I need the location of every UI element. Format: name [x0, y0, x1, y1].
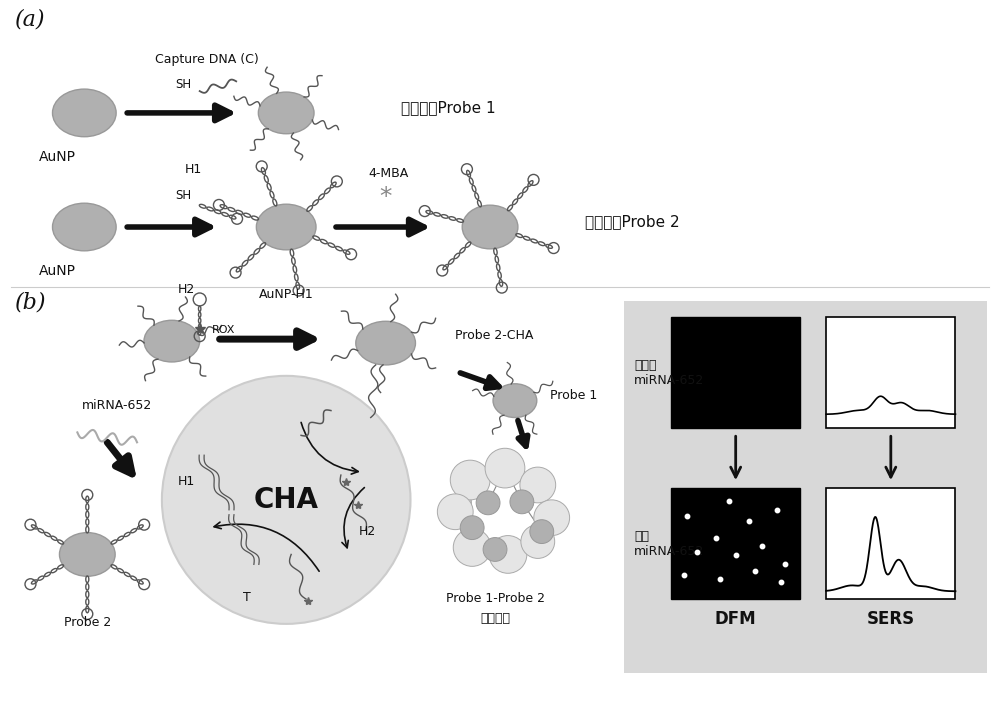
FancyBboxPatch shape — [624, 301, 987, 673]
Ellipse shape — [493, 384, 537, 417]
Text: H2: H2 — [359, 525, 376, 538]
Circle shape — [485, 448, 525, 488]
Ellipse shape — [59, 533, 115, 576]
Text: 不存在
miRNA-652: 不存在 miRNA-652 — [634, 359, 705, 387]
Circle shape — [162, 376, 411, 624]
Text: (b): (b) — [15, 292, 46, 314]
Text: Probe 1-Probe 2: Probe 1-Probe 2 — [446, 592, 545, 605]
Text: Capture DNA (C): Capture DNA (C) — [155, 53, 259, 66]
Text: 网络结构: 网络结构 — [480, 612, 510, 625]
Circle shape — [530, 520, 554, 543]
Text: Probe 2: Probe 2 — [64, 616, 111, 629]
Circle shape — [450, 460, 490, 500]
Ellipse shape — [144, 320, 200, 362]
Text: H1: H1 — [185, 164, 202, 176]
Text: 检测探针Probe 2: 检测探针Probe 2 — [585, 215, 679, 230]
Ellipse shape — [52, 203, 116, 251]
Text: Probe 1: Probe 1 — [550, 389, 597, 402]
Text: H2: H2 — [178, 284, 195, 296]
Circle shape — [521, 525, 555, 558]
Circle shape — [437, 494, 473, 530]
Circle shape — [534, 500, 570, 535]
Text: 4-MBA: 4-MBA — [368, 167, 409, 181]
Text: AuNP: AuNP — [39, 264, 76, 277]
Text: H1: H1 — [178, 475, 195, 488]
Text: 检测探针Probe 1: 检测探针Probe 1 — [401, 100, 495, 115]
Text: Probe 2-CHA: Probe 2-CHA — [455, 328, 534, 342]
Circle shape — [453, 529, 491, 567]
Text: CHA: CHA — [254, 486, 319, 514]
Ellipse shape — [462, 205, 518, 249]
Circle shape — [476, 491, 500, 515]
Circle shape — [510, 490, 534, 514]
Ellipse shape — [256, 204, 316, 250]
Text: DFM: DFM — [715, 610, 756, 628]
Text: ROX: ROX — [212, 325, 235, 335]
Text: *: * — [379, 186, 392, 209]
Text: T: T — [243, 591, 250, 604]
Circle shape — [489, 535, 527, 573]
Bar — [826, 488, 955, 599]
Text: AuNP: AuNP — [39, 149, 76, 164]
Circle shape — [483, 538, 507, 562]
Circle shape — [520, 467, 556, 503]
Text: miRNA-652: miRNA-652 — [82, 399, 153, 412]
Text: SH: SH — [176, 78, 192, 91]
Text: (a): (a) — [15, 9, 45, 31]
Bar — [671, 317, 800, 429]
Text: SERS: SERS — [867, 610, 915, 628]
Bar — [671, 488, 800, 599]
Text: AuNP-H1: AuNP-H1 — [259, 289, 314, 301]
Circle shape — [460, 515, 484, 540]
Ellipse shape — [52, 89, 116, 137]
Bar — [826, 317, 955, 429]
Text: 存在
miRNA-652: 存在 miRNA-652 — [634, 530, 705, 557]
Ellipse shape — [356, 321, 415, 365]
Text: SH: SH — [176, 189, 192, 202]
Ellipse shape — [258, 92, 314, 134]
